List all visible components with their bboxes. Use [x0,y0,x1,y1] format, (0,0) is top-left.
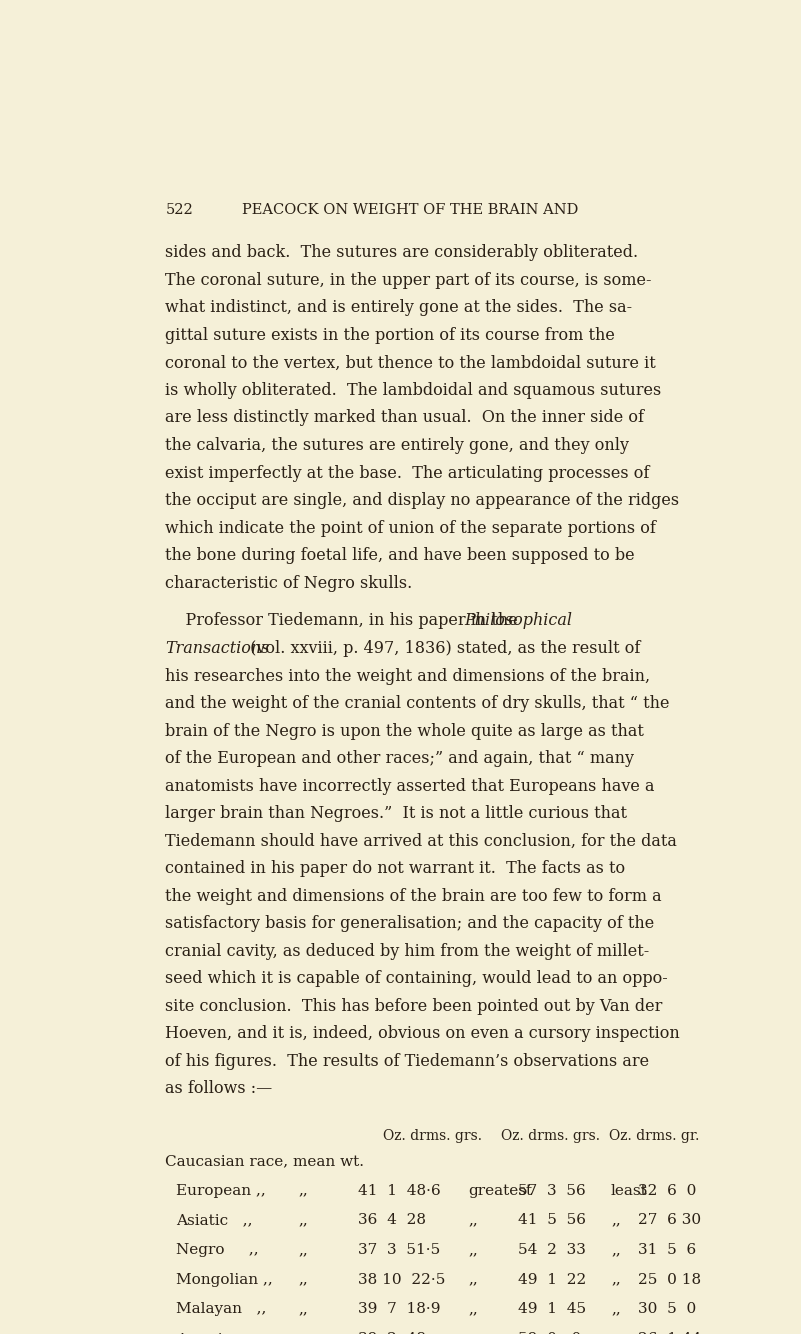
Text: 49  1  45: 49 1 45 [518,1302,586,1317]
Text: ,,: ,, [299,1183,308,1198]
Text: 54  2  33: 54 2 33 [518,1243,586,1257]
Text: ,,: ,, [299,1302,308,1317]
Text: 39  7  18·9: 39 7 18·9 [358,1302,441,1317]
Text: as follows :—: as follows :— [165,1081,272,1098]
Text: ,,: ,, [299,1273,308,1287]
Text: 27  6 30: 27 6 30 [638,1214,702,1227]
Text: 25  0 18: 25 0 18 [638,1273,702,1287]
Text: Oz. drms. gr.: Oz. drms. gr. [609,1129,699,1142]
Text: the calvaria, the sutures are entirely gone, and they only: the calvaria, the sutures are entirely g… [165,438,630,454]
Text: what indistinct, and is entirely gone at the sides.  The sa-: what indistinct, and is entirely gone at… [165,299,633,316]
Text: Negro     ,,: Negro ,, [176,1243,259,1257]
Text: anatomists have incorrectly asserted that Europeans have a: anatomists have incorrectly asserted tha… [165,778,654,795]
Text: ,,: ,, [611,1333,621,1334]
Text: 38 10  22·5: 38 10 22·5 [358,1273,445,1287]
Text: ,,: ,, [611,1214,621,1227]
Text: Philosophical: Philosophical [464,612,572,630]
Text: the occiput are single, and display no appearance of the ridges: the occiput are single, and display no a… [165,492,679,510]
Text: Malayan   ,,: Malayan ,, [176,1302,267,1317]
Text: American  ,,: American ,, [176,1333,270,1334]
Text: Mongolian ,,: Mongolian ,, [176,1273,273,1287]
Text: ,,: ,, [469,1214,478,1227]
Text: Asiatic   ,,: Asiatic ,, [176,1214,253,1227]
Text: the bone during foetal life, and have been supposed to be: the bone during foetal life, and have be… [165,547,635,564]
Text: 49  1  22: 49 1 22 [518,1273,586,1287]
Text: which indicate the point of union of the separate portions of: which indicate the point of union of the… [165,520,656,536]
Text: 30  5  0: 30 5 0 [638,1302,697,1317]
Text: Hoeven, and it is, indeed, obvious on even a cursory inspection: Hoeven, and it is, indeed, obvious on ev… [165,1026,680,1042]
Text: Professor Tiedemann, in his paper in the: Professor Tiedemann, in his paper in the [165,612,523,630]
Text: gittal suture exists in the portion of its course from the: gittal suture exists in the portion of i… [165,327,615,344]
Text: the weight and dimensions of the brain are too few to form a: the weight and dimensions of the brain a… [165,887,662,904]
Text: 37  3  51·5: 37 3 51·5 [358,1243,440,1257]
Text: of his figures.  The results of Tiedemann’s observations are: of his figures. The results of Tiedemann… [165,1053,650,1070]
Text: ,,: ,, [469,1302,478,1317]
Text: is wholly obliterated.  The lambdoidal and squamous sutures: is wholly obliterated. The lambdoidal an… [165,382,662,399]
Text: Caucasian race, mean wt.: Caucasian race, mean wt. [165,1155,364,1169]
Text: European ,,: European ,, [176,1183,266,1198]
Text: greatest: greatest [469,1183,533,1198]
Text: characteristic of Negro skulls.: characteristic of Negro skulls. [165,575,413,592]
Text: 36  4  28: 36 4 28 [358,1214,426,1227]
Text: 39  2  48: 39 2 48 [358,1333,426,1334]
Text: ,,: ,, [299,1333,308,1334]
Text: satisfactory basis for generalisation; and the capacity of the: satisfactory basis for generalisation; a… [165,915,654,932]
Text: 59  0   0: 59 0 0 [518,1333,582,1334]
Text: ,,: ,, [469,1243,478,1257]
Text: 41  5  56: 41 5 56 [518,1214,586,1227]
Text: ,,: ,, [611,1302,621,1317]
Text: his researches into the weight and dimensions of the brain,: his researches into the weight and dimen… [165,667,650,684]
Text: are less distinctly marked than usual.  On the inner side of: are less distinctly marked than usual. O… [165,410,644,427]
Text: 32  6  0: 32 6 0 [638,1183,697,1198]
Text: ,,: ,, [299,1214,308,1227]
Text: 41  1  48·6: 41 1 48·6 [358,1183,441,1198]
Text: ,,: ,, [611,1273,621,1287]
Text: site conclusion.  This has before been pointed out by Van der: site conclusion. This has before been po… [165,998,662,1015]
Text: ,,: ,, [469,1333,478,1334]
Text: The coronal suture, in the upper part of its course, is some-: The coronal suture, in the upper part of… [165,272,652,289]
Text: least: least [611,1183,648,1198]
Text: ,,: ,, [611,1243,621,1257]
Text: exist imperfectly at the base.  The articulating processes of: exist imperfectly at the base. The artic… [165,464,650,482]
Text: seed which it is capable of containing, would lead to an oppo-: seed which it is capable of containing, … [165,970,668,987]
Text: coronal to the vertex, but thence to the lambdoidal suture it: coronal to the vertex, but thence to the… [165,355,656,371]
Text: 31  5  6: 31 5 6 [638,1243,697,1257]
Text: ,,: ,, [469,1273,478,1287]
Text: ,,: ,, [299,1243,308,1257]
Text: sides and back.  The sutures are considerably obliterated.: sides and back. The sutures are consider… [165,244,638,261]
Text: Tiedemann should have arrived at this conclusion, for the data: Tiedemann should have arrived at this co… [165,832,677,850]
Text: contained in his paper do not warrant it.  The facts as to: contained in his paper do not warrant it… [165,860,626,878]
Text: brain of the Negro is upon the whole quite as large as that: brain of the Negro is upon the whole qui… [165,723,644,739]
Text: PEACOCK ON WEIGHT OF THE BRAIN AND: PEACOCK ON WEIGHT OF THE BRAIN AND [243,203,578,217]
Text: 57  3  56: 57 3 56 [518,1183,586,1198]
Text: and the weight of the cranial contents of dry skulls, that “ the: and the weight of the cranial contents o… [165,695,670,712]
Text: 522: 522 [165,203,193,217]
Text: cranial cavity, as deduced by him from the weight of millet-: cranial cavity, as deduced by him from t… [165,943,650,959]
Text: of the European and other races;” and again, that “ many: of the European and other races;” and ag… [165,750,634,767]
Text: (vol. xxviii, p. 497, 1836) stated, as the result of: (vol. xxviii, p. 497, 1836) stated, as t… [245,640,640,656]
Text: Oz. drms. grs.: Oz. drms. grs. [383,1129,481,1142]
Text: Transactions: Transactions [165,640,270,656]
Text: larger brain than Negroes.”  It is not a little curious that: larger brain than Negroes.” It is not a … [165,806,627,822]
Text: 26  1 44: 26 1 44 [638,1333,702,1334]
Text: Oz. drms. grs.: Oz. drms. grs. [501,1129,599,1142]
